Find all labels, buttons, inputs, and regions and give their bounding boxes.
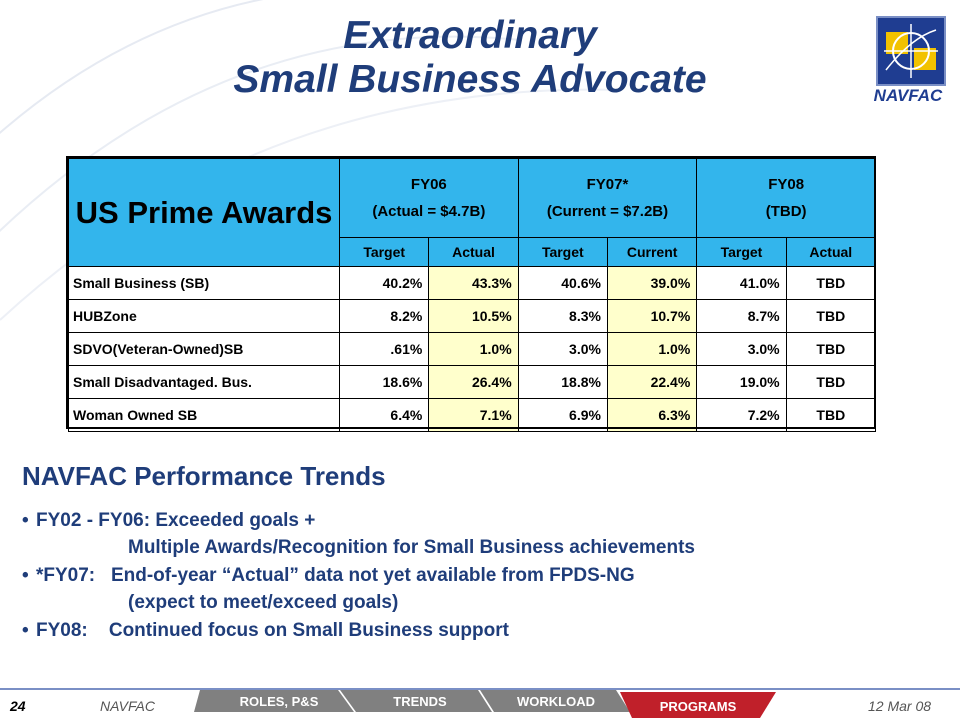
table-body: Small Business (SB) 40.2% 43.3% 40.6% 39.0% 4…: [67, 266, 877, 432]
row-label: Small Disadvantaged. Bus.: [67, 365, 341, 399]
column-header: Target: [696, 237, 787, 267]
row-label: SDVO(Veteran-Owned)SB: [67, 332, 341, 366]
column-header: Target: [339, 237, 430, 267]
tab-trends-shape[interactable]: [340, 690, 492, 712]
fy-label: FY07*: [586, 176, 629, 193]
title-line-1: Extraordinary: [343, 14, 597, 57]
column-header: Current: [606, 237, 698, 267]
table-cell: 40.6%: [517, 266, 608, 300]
bullet-marker: •: [22, 565, 29, 586]
table-cell: 8.3%: [517, 299, 608, 333]
table-cell: 3.0%: [696, 332, 787, 366]
table-cell: 10.5%: [428, 299, 519, 333]
fy-sublabel: (Actual = $4.7B): [372, 203, 486, 220]
column-header: Actual: [428, 237, 519, 267]
table-cell: 3.0%: [517, 332, 608, 366]
bullet-text: *FY07: End-of-year “Actual” data not yet…: [36, 565, 635, 586]
table-cell: 7.2%: [696, 398, 787, 432]
table-row: Small Disadvantaged. Bus. 18.6% 26.4% 18.8%…: [67, 365, 877, 399]
table-cell: 8.7%: [696, 299, 787, 333]
footer-date: 12 Mar 08: [868, 698, 932, 714]
logo-text: NAVFAC: [873, 86, 943, 105]
table-row: Small Business (SB) 40.2% 43.3% 40.6% 39.0% 4…: [67, 266, 877, 300]
table-row: SDVO(Veteran-Owned)SB .61% 1.0% 3.0% 1.0% 3.0…: [67, 332, 877, 366]
fy-group-header: FY06 (Actual = $4.7B): [339, 158, 519, 238]
table-cell: 39.0%: [606, 266, 698, 300]
table-cell: 26.4%: [428, 365, 519, 399]
bullet-text: FY08: Continued focus on Small Business …: [36, 620, 509, 641]
fy-group-header: FY08 (TBD): [696, 158, 876, 238]
tab-roles-shape[interactable]: [194, 690, 354, 712]
bullet-text-continued: (expect to meet/exceed goals): [128, 592, 399, 613]
fy-group-header: FY07* (Current = $7.2B): [517, 158, 698, 238]
fy-label: FY06: [410, 176, 447, 193]
page-title: Extraordinary Small Business Advocate: [150, 14, 790, 102]
bullet-marker: •: [22, 620, 29, 641]
table-cell: TBD: [785, 332, 877, 366]
table-row: Woman Owned SB 6.4% 7.1% 6.9% 6.3% 7.2% TBD: [67, 398, 877, 432]
page-number: 24: [10, 698, 26, 714]
navfac-logo: NAVFAC: [868, 12, 948, 108]
tab-workload[interactable]: WORKLOAD: [517, 694, 595, 709]
tab-programs-shape[interactable]: [620, 692, 776, 718]
table-cell: TBD: [785, 299, 877, 333]
table-cell: 6.4%: [339, 398, 430, 432]
tab-trends[interactable]: TRENDS: [393, 694, 447, 709]
table-cell: 18.8%: [517, 365, 608, 399]
tab-workload-shape[interactable]: [480, 690, 630, 712]
fy-sublabel: (Current = $7.2B): [546, 203, 669, 220]
section-tabs: ROLES, P&S TRENDS WORKLOAD PROGRAMS: [180, 686, 780, 720]
logo-emblem: [876, 16, 946, 86]
table-cell: 40.2%: [339, 266, 430, 300]
table-cell: 6.9%: [517, 398, 608, 432]
bullet-text-continued: Multiple Awards/Recognition for Small Bu…: [128, 537, 695, 558]
table-cell: TBD: [785, 398, 877, 432]
row-label: Small Business (SB): [67, 266, 341, 300]
table-header-title: US Prime Awards: [67, 158, 341, 267]
fy-label: FY08: [768, 176, 805, 193]
tab-programs[interactable]: PROGRAMS: [659, 699, 737, 714]
footer-bar: 24 NAVFAC ROLES, P&S TRENDS WORKLOAD PRO…: [0, 686, 960, 720]
table-row: HUBZone 8.2% 10.5% 8.3% 10.7% 8.7% TBD: [67, 299, 877, 333]
table-cell: 6.3%: [606, 398, 698, 432]
table-cell: 43.3%: [428, 266, 519, 300]
row-label: HUBZone: [67, 299, 341, 333]
table-cell: 41.0%: [696, 266, 787, 300]
table-cell: TBD: [785, 365, 877, 399]
column-header: Actual: [785, 237, 877, 267]
table-cell: 19.0%: [696, 365, 787, 399]
bullet-text: FY02 - FY06: Exceeded goals +: [36, 510, 316, 531]
footer-divider: [0, 688, 960, 690]
trends-heading: NAVFAC Performance Trends: [22, 461, 386, 491]
table-cell: 22.4%: [606, 365, 698, 399]
table-cell: 1.0%: [428, 332, 519, 366]
title-line-2: Small Business Advocate: [233, 58, 707, 101]
table-cell: 10.7%: [606, 299, 698, 333]
table-cell: 1.0%: [606, 332, 698, 366]
row-label: Woman Owned SB: [67, 398, 341, 432]
fy-sublabel: (TBD): [765, 203, 807, 220]
column-header: Target: [517, 237, 608, 267]
table-cell: 18.6%: [339, 365, 430, 399]
table-cell: 8.2%: [339, 299, 430, 333]
prime-awards-table: US Prime Awards FY06 (Actual = $4.7B) FY…: [67, 158, 877, 432]
table-cell: .61%: [339, 332, 430, 366]
footer-org: NAVFAC: [100, 698, 155, 714]
tab-roles[interactable]: ROLES, P&S: [239, 694, 319, 709]
bullet-marker: •: [22, 510, 29, 531]
table-cell: TBD: [785, 266, 877, 300]
table-cell: 7.1%: [428, 398, 519, 432]
